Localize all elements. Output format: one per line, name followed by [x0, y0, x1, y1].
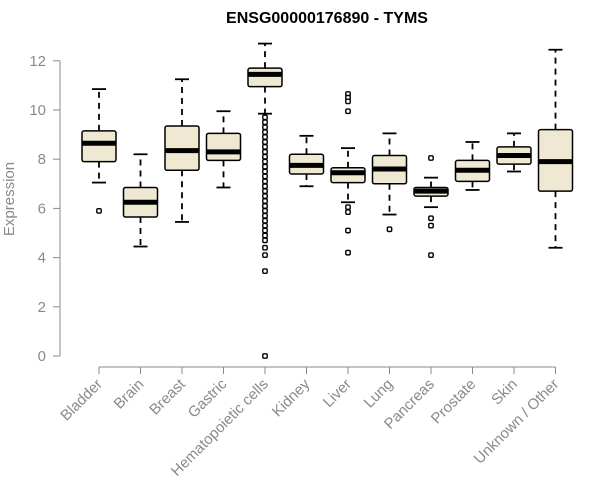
box-rect — [205, 132, 242, 162]
box-kidney — [288, 134, 325, 188]
outlier-point — [428, 252, 434, 259]
outlier-point — [262, 207, 268, 214]
x-tick-label: Liver — [320, 376, 355, 411]
outlier-point — [262, 139, 268, 145]
outlier-point — [262, 203, 268, 209]
outlier-point — [262, 168, 268, 175]
outlier-point — [262, 153, 268, 160]
box-lung — [371, 132, 408, 233]
outlier-point — [96, 207, 102, 214]
outlier-point — [262, 227, 268, 234]
box-rect — [81, 130, 117, 163]
y-tick-label: 4 — [38, 250, 46, 267]
box-rect — [247, 67, 283, 88]
outlier-point — [262, 188, 268, 195]
outlier-point — [262, 353, 268, 359]
x-tick-label: Lung — [361, 376, 397, 412]
outlier-point — [262, 143, 268, 150]
box-gastric — [205, 110, 242, 189]
outlier-point — [345, 249, 351, 256]
outlier-point — [428, 155, 434, 161]
box-prostate — [454, 141, 491, 191]
outlier-point — [262, 158, 268, 165]
outlier-point — [345, 204, 351, 211]
y-tick-label: 10 — [29, 102, 46, 119]
box-group — [81, 42, 574, 359]
outlier-point — [262, 212, 268, 219]
outlier-point — [262, 217, 268, 224]
x-tick-label: Bladder — [57, 376, 106, 425]
outlier-point — [262, 222, 268, 229]
outlier-point — [262, 129, 268, 136]
outlier-point — [262, 183, 268, 190]
outlier-point — [262, 232, 268, 239]
x-tick-label: Kidney — [269, 375, 314, 420]
box-breast — [164, 78, 200, 223]
outlier-point — [262, 148, 268, 155]
y-tick-label: 2 — [38, 299, 46, 316]
outlier-point — [262, 173, 268, 180]
box-hematopoietic-cells — [247, 42, 283, 359]
y-axis-label: Expression — [1, 162, 18, 236]
box-unknown-other — [537, 48, 574, 249]
outlier-point — [262, 252, 268, 259]
x-tick-label: Skin — [488, 376, 521, 409]
x-tick-label: Breast — [146, 375, 189, 418]
outlier-point — [428, 215, 434, 222]
outlier-point — [262, 178, 268, 185]
x-tick-label: Brain — [111, 376, 148, 413]
outlier-point — [262, 193, 268, 199]
outlier-point — [428, 222, 434, 229]
outlier-point — [262, 134, 268, 140]
y-tick-label: 8 — [38, 151, 46, 168]
outlier-point — [262, 198, 268, 204]
box-brain — [122, 153, 159, 248]
y-tick-label: 0 — [38, 348, 46, 365]
outlier-point — [262, 237, 268, 244]
chart-title: ENSG00000176890 - TYMS — [226, 10, 428, 27]
outlier-point — [262, 163, 268, 170]
y-axis: 0 2 4 6 8 10 12 — [29, 53, 61, 365]
box-bladder — [81, 88, 117, 214]
outlier-point — [262, 124, 268, 131]
y-tick-label: 12 — [29, 53, 46, 70]
x-tick-label: Prostate — [428, 376, 480, 428]
outlier-point — [262, 119, 268, 126]
outlier-point — [345, 98, 351, 105]
box-skin — [496, 132, 532, 173]
y-tick-label: 6 — [38, 200, 46, 217]
outlier-point — [262, 268, 268, 275]
box-liver — [330, 91, 366, 256]
outlier-point — [345, 227, 351, 234]
outlier-point — [386, 226, 393, 233]
outlier-point — [262, 114, 268, 121]
outlier-point — [345, 108, 351, 115]
box-pancreas — [413, 155, 449, 259]
outlier-point — [345, 209, 351, 215]
outlier-point — [262, 244, 268, 251]
